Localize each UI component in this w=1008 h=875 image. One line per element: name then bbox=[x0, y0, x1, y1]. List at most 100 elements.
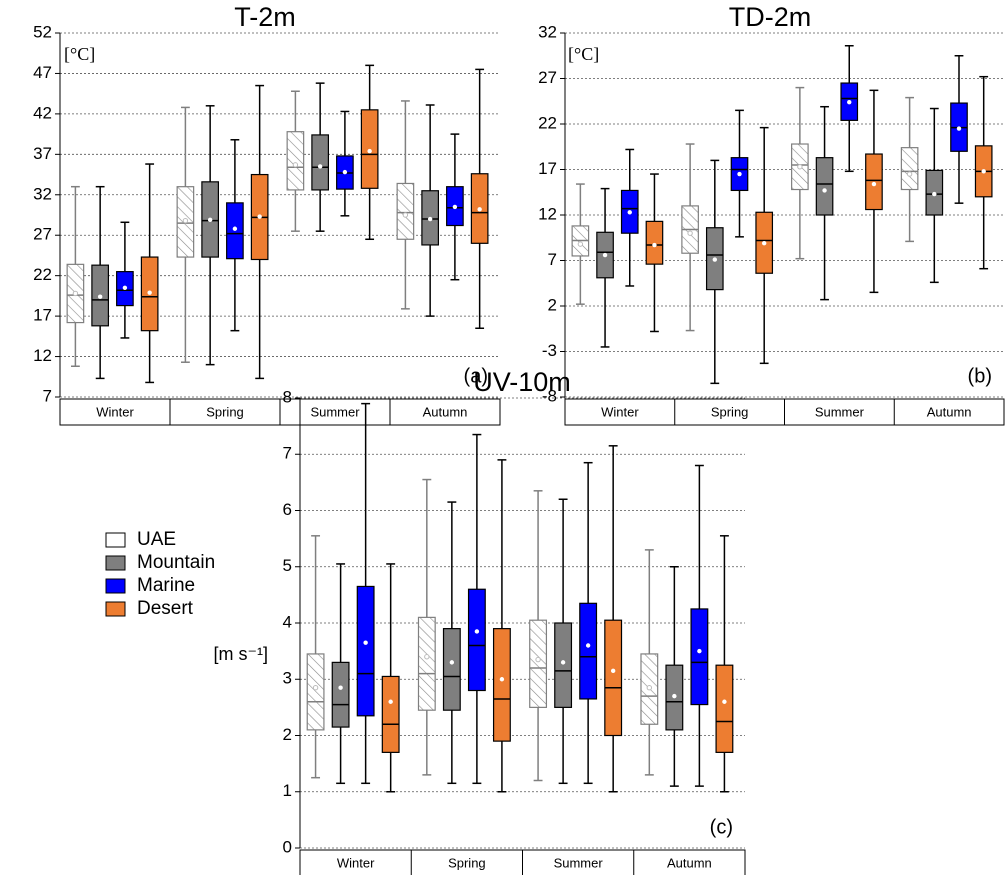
box-group bbox=[417, 478, 436, 776]
box-group bbox=[201, 105, 219, 366]
box-group bbox=[665, 566, 684, 787]
y-tick-label: 32 bbox=[538, 22, 557, 41]
y-tick-label: 12 bbox=[538, 204, 557, 223]
mean bbox=[871, 181, 877, 187]
box-group bbox=[604, 445, 623, 793]
x-tick-label: Autumn bbox=[667, 855, 712, 870]
box bbox=[417, 616, 436, 711]
chart-title: TD-2m bbox=[729, 2, 812, 32]
box-group bbox=[446, 133, 464, 281]
x-tick-label: Autumn bbox=[927, 404, 972, 419]
legend-swatch bbox=[105, 601, 126, 617]
box bbox=[442, 628, 461, 711]
box-group bbox=[442, 501, 461, 785]
box-group bbox=[396, 100, 415, 310]
x-tick-label: Autumn bbox=[423, 404, 468, 419]
mean bbox=[672, 693, 677, 699]
mean bbox=[797, 164, 803, 170]
y-tick-label: 7 bbox=[548, 250, 557, 269]
box-group bbox=[356, 402, 375, 785]
box-group bbox=[140, 163, 159, 384]
box bbox=[396, 182, 415, 240]
legend-label: UAE bbox=[137, 529, 176, 550]
x-tick-label: Summer bbox=[815, 404, 865, 419]
box bbox=[579, 602, 598, 700]
box-group bbox=[529, 490, 548, 782]
x-tick-label: Winter bbox=[96, 404, 134, 419]
y-tick-label: 2 bbox=[283, 725, 292, 744]
box-group bbox=[974, 75, 993, 270]
legend-swatch bbox=[105, 578, 126, 594]
box-group bbox=[360, 64, 379, 241]
box bbox=[645, 220, 664, 265]
box-group bbox=[470, 68, 489, 329]
mean bbox=[424, 654, 430, 660]
x-tick-label: Spring bbox=[206, 404, 244, 419]
mean bbox=[585, 643, 591, 648]
y-axis-label: [°C] bbox=[64, 44, 95, 64]
box-group bbox=[865, 89, 883, 294]
y-tick-label: 1 bbox=[283, 781, 292, 800]
y-tick-label: 8 bbox=[283, 387, 292, 406]
box bbox=[381, 675, 400, 753]
y-tick-label: 6 bbox=[283, 500, 292, 519]
box-group bbox=[791, 86, 809, 260]
mean bbox=[712, 257, 718, 262]
y-tick-label: 27 bbox=[33, 225, 52, 244]
y-tick-label: 12 bbox=[33, 346, 52, 365]
y-tick-label: 42 bbox=[33, 103, 52, 122]
box-group bbox=[900, 96, 919, 243]
panel-label: (a) bbox=[464, 365, 488, 387]
x-tick-label: Summer bbox=[554, 855, 604, 870]
x-tick-label: Spring bbox=[448, 855, 486, 870]
box-group bbox=[116, 221, 134, 339]
box-group bbox=[640, 549, 659, 776]
box-group bbox=[950, 55, 968, 204]
chart-title: UV-10m bbox=[473, 367, 571, 397]
mean bbox=[932, 191, 937, 197]
box bbox=[311, 134, 329, 191]
box-group bbox=[579, 461, 598, 785]
mean bbox=[363, 640, 368, 645]
box bbox=[900, 147, 919, 191]
x-tick-label: Summer bbox=[310, 404, 360, 419]
mean bbox=[257, 214, 262, 219]
legend-label: Desert bbox=[137, 598, 194, 619]
x-tick-label: Winter bbox=[337, 855, 375, 870]
mean bbox=[627, 210, 632, 215]
box-group bbox=[840, 44, 859, 173]
mean bbox=[388, 699, 393, 704]
mean bbox=[292, 162, 299, 168]
box-group bbox=[571, 183, 590, 305]
mean bbox=[822, 188, 827, 193]
box-group bbox=[331, 563, 350, 785]
mean bbox=[535, 656, 541, 663]
y-tick-label: 47 bbox=[33, 63, 52, 82]
panel-label: (c) bbox=[710, 816, 733, 838]
box-group bbox=[467, 433, 486, 785]
box-group bbox=[715, 535, 734, 793]
box-group bbox=[690, 464, 709, 787]
y-tick-label: 5 bbox=[283, 556, 292, 575]
mean bbox=[722, 699, 727, 704]
box-group bbox=[421, 104, 439, 317]
box bbox=[467, 588, 486, 692]
box bbox=[356, 585, 375, 717]
legend-swatch bbox=[105, 532, 126, 548]
box-group bbox=[66, 185, 85, 368]
y-tick-label: 17 bbox=[538, 159, 557, 178]
y-tick-label: 7 bbox=[43, 386, 52, 405]
box bbox=[306, 653, 325, 731]
box-group bbox=[596, 187, 614, 348]
mean bbox=[342, 169, 348, 175]
box bbox=[604, 619, 623, 737]
mean bbox=[610, 668, 616, 674]
box-group bbox=[492, 459, 511, 793]
y-tick-label: -3 bbox=[542, 341, 557, 360]
mean bbox=[602, 252, 608, 258]
box bbox=[690, 608, 709, 706]
box bbox=[331, 661, 350, 728]
mean bbox=[499, 677, 505, 682]
x-tick-label: Spring bbox=[711, 404, 749, 419]
mean bbox=[906, 171, 913, 177]
